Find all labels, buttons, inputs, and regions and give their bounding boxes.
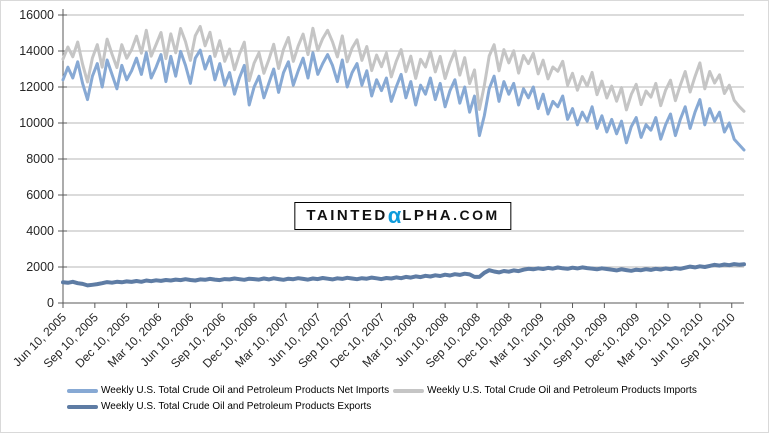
- y-axis-label: 12000: [19, 80, 54, 94]
- y-axis-label: 2000: [26, 260, 54, 274]
- series-line-net-imports: [61, 48, 746, 152]
- y-axis-label: 6000: [26, 188, 54, 202]
- watermark-tld: .COM: [453, 207, 500, 223]
- alpha-icon: α: [387, 203, 403, 228]
- y-axis-label: 8000: [26, 152, 54, 166]
- legend-marker-imports: [393, 388, 425, 393]
- legend-row-1: Weekly U.S. Total Crude Oil and Petroleu…: [67, 385, 701, 396]
- legend-label-net-imports: Weekly U.S. Total Crude Oil and Petroleu…: [101, 385, 390, 396]
- series-line-imports: [61, 25, 746, 113]
- legend-marker-net-imports: [67, 388, 98, 393]
- y-axis-label: 16000: [19, 8, 54, 22]
- watermark-prefix: TAINTED: [306, 207, 388, 224]
- legend-label-imports: Weekly U.S. Total Crude Oil and Petroleu…: [427, 385, 697, 396]
- y-axis-label: 0: [47, 296, 54, 310]
- y-axis-label: 14000: [19, 44, 54, 58]
- y-axis-label: 4000: [26, 224, 54, 238]
- series-line-exports: [61, 262, 746, 288]
- legend-row-2: Weekly U.S. Total Crude Oil and Petroleu…: [67, 401, 701, 412]
- legend-marker-exports: [67, 404, 98, 409]
- legend-label-exports: Weekly U.S. Total Crude Oil and Petroleu…: [101, 401, 372, 412]
- watermark-suffix: LPHA: [402, 207, 454, 224]
- legend: Weekly U.S. Total Crude Oil and Petroleu…: [67, 385, 701, 412]
- watermark: TAINTEDαLPHA.COM: [294, 202, 512, 230]
- y-axis-label: 10000: [19, 116, 54, 130]
